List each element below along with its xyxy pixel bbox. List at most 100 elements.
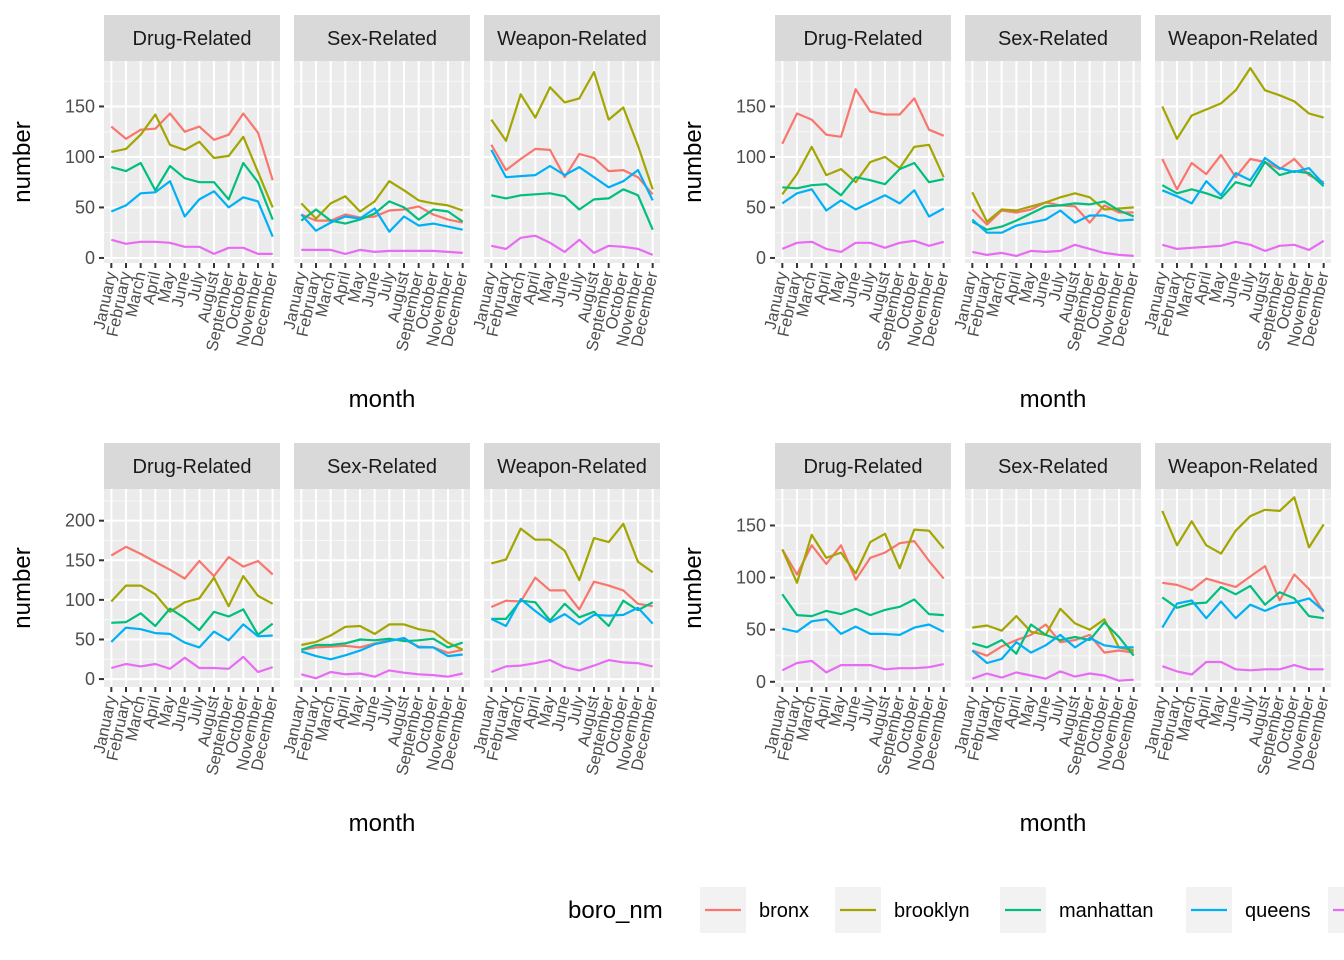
x-tick-label: July [1236,269,1260,302]
y-tick-label: 200 [65,511,95,531]
panel-weapon-related: Weapon-RelatedJanuaryFebruaryMarchAprilM… [1141,443,1333,777]
series-line-queens [1161,156,1325,205]
x-axis-title: month [1020,810,1087,837]
facet-strip [484,15,660,61]
legend-label: brooklyn [894,900,970,922]
panel-background [775,489,951,687]
facet-label: Drug-Related [804,456,923,478]
series-line-bronx [300,205,463,224]
series-line-brooklyn [301,623,464,651]
series-line-staten [111,238,273,255]
series-line-queens [490,149,654,201]
x-tick-label: July [375,693,399,726]
panel-drug-related: Drug-RelatedJanuaryFebruaryMarchAprilMay… [761,15,953,353]
series-line-staten [972,243,1134,257]
series-line-brooklyn [1161,66,1324,140]
panel-background [965,61,1141,263]
y-tick-label: 0 [756,248,766,268]
facet-label: Sex-Related [998,456,1108,478]
x-axis-title: month [1020,386,1087,413]
facet-strip [1155,443,1331,489]
plot-2: Drug-RelatedJanuaryFebruaryMarchAprilMay… [680,15,1333,413]
facet-label: Weapon-Related [497,456,647,478]
panel-sex-related: Sex-RelatedJanuaryFebruaryMarchAprilMayJ… [280,443,472,837]
series-line-queens [1161,597,1325,629]
panel-background [1155,489,1331,687]
y-axis-title: number [680,547,707,628]
series-line-queens [490,597,654,628]
panel-background [965,489,1141,687]
series-line-queens [971,633,1134,665]
facet-strip [104,443,280,489]
facet-label: Sex-Related [998,28,1108,50]
y-tick-label: 50 [746,620,766,640]
series-line-queens [300,207,463,233]
series-line-brooklyn [781,143,945,195]
facet-strip [484,443,660,489]
legend-label: bronx [759,900,809,922]
panel-weapon-related: Weapon-RelatedJanuaryFebruaryMarchAprilM… [1141,15,1333,353]
panel-weapon-related: Weapon-RelatedJanuaryFebruaryMarchAprilM… [470,15,662,353]
x-tick-label: July [185,693,209,726]
panel-background [294,61,470,263]
series-line-manhattan [781,593,944,618]
series-line-staten [781,659,944,674]
series-line-brooklyn [110,574,274,613]
series-line-queens [971,209,1134,234]
panel-background [484,489,660,687]
series-line-brooklyn [490,70,654,190]
series-line-staten [111,655,274,674]
series-line-bronx [1162,564,1325,613]
series-line-brooklyn [971,191,1134,223]
series-line-manhattan [111,607,274,636]
panel-background [1155,61,1331,263]
series-line-brooklyn [781,528,945,584]
series-line-brooklyn [1161,496,1325,555]
x-axis-title: month [349,386,416,413]
legend-label: queens [1245,900,1311,922]
series-line-brooklyn [491,522,654,582]
x-tick-label: July [1046,269,1070,302]
y-tick-label: 100 [65,590,95,610]
y-tick-label: 0 [756,672,766,692]
panel-drug-related: Drug-RelatedJanuaryFebruaryMarchAprilMay… [761,443,953,777]
facet-strip [965,15,1141,61]
y-tick-label: 100 [736,568,766,588]
facet-strip [775,443,951,489]
facet-label: Drug-Related [133,456,252,478]
series-line-staten [781,239,944,253]
facet-strip [294,15,470,61]
x-tick-label: July [185,269,209,302]
plot-3: Drug-RelatedJanuaryFebruaryMarchAprilMay… [9,443,662,837]
legend: boro_nm bronx brooklyn manhattan queens [568,887,1344,933]
series-line-queens [782,618,945,637]
series-line-queens [300,636,463,661]
series-line-bronx [971,623,1134,657]
facet-strip [775,15,951,61]
y-tick-label: 150 [65,550,95,570]
y-axis-title: number [9,547,36,628]
series-line-brooklyn [300,180,464,220]
series-line-manhattan [782,161,944,197]
panel-drug-related: Drug-RelatedJanuaryFebruaryMarchAprilMay… [90,15,282,353]
series-line-bronx [490,144,654,196]
legend-entry-queens: queens [1186,887,1311,933]
facet-strip [965,443,1141,489]
facet-label: Drug-Related [133,28,252,50]
series-line-queens [110,180,274,238]
x-tick-label: July [1236,693,1260,726]
x-axis-title: month [349,810,416,837]
series-line-staten [971,670,1134,682]
series-line-queens [110,623,273,649]
series-line-manhattan [111,161,274,221]
legend-entry-bronx: bronx [700,887,809,933]
x-tick-label: July [856,269,880,302]
panel-background [104,61,280,263]
facet-strip [104,15,280,61]
x-tick-label: July [856,693,880,726]
y-tick-label: 100 [65,147,95,167]
series-line-manhattan [300,637,464,651]
series-line-staten [490,658,653,674]
y-tick-label: 50 [746,197,766,217]
